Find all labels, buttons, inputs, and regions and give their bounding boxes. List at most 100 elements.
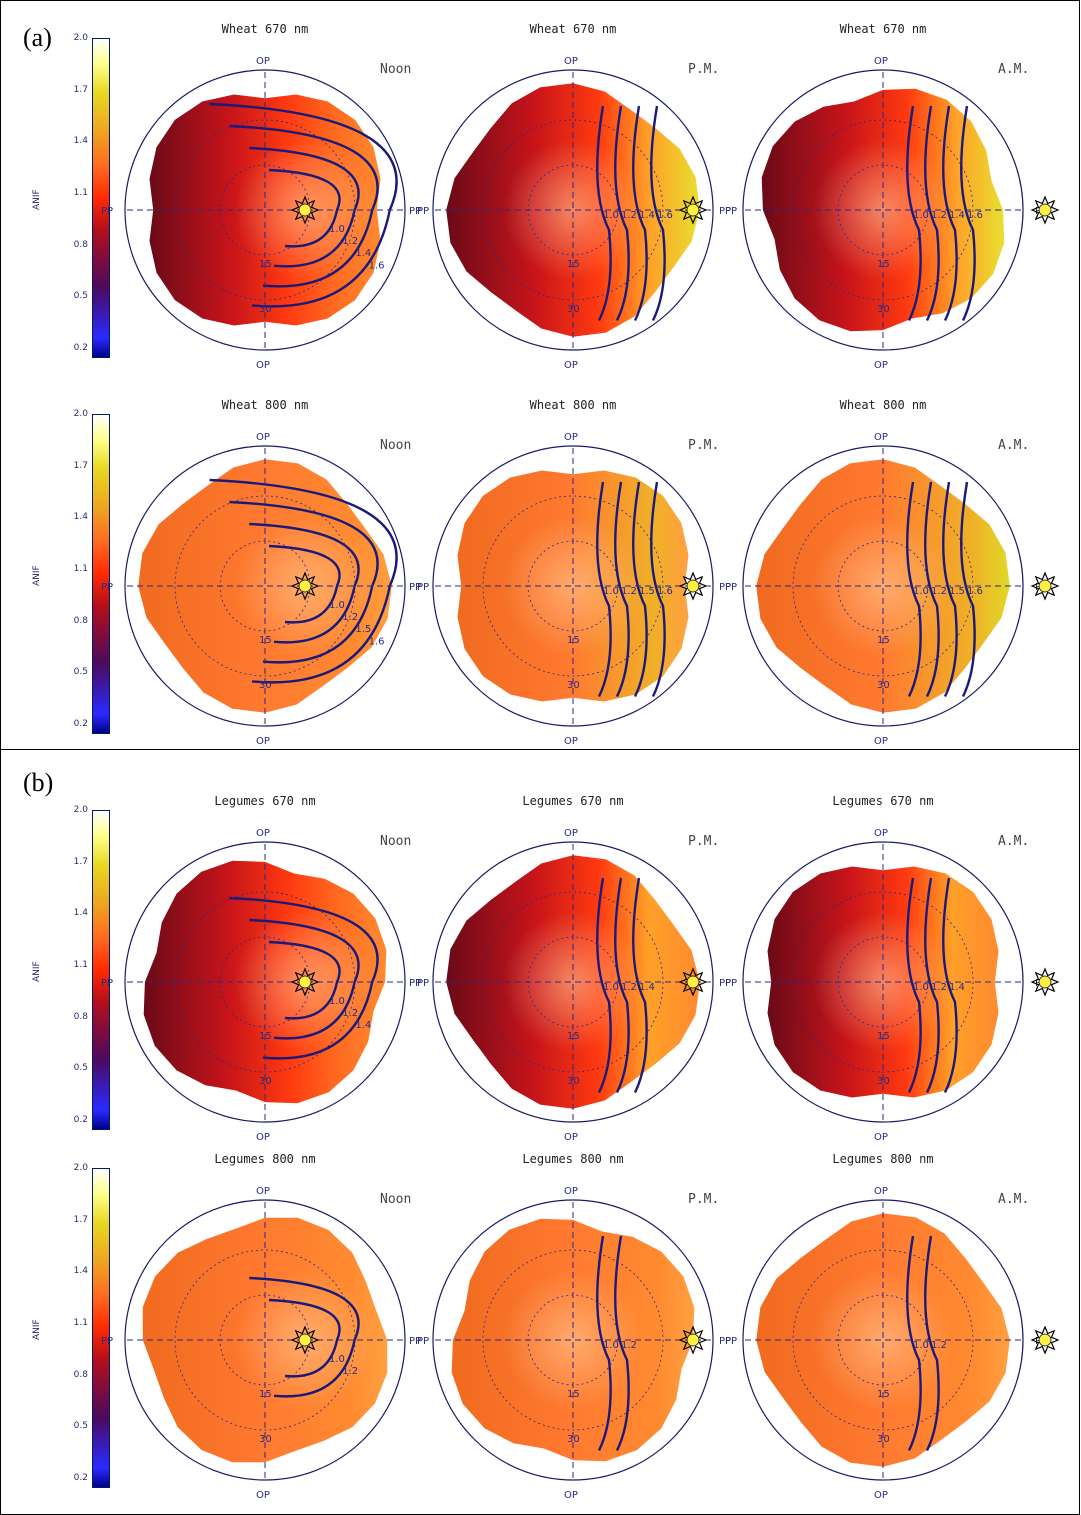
colorbar-tick: 0.8 xyxy=(73,1369,88,1380)
contour-line xyxy=(596,481,612,698)
contour-line xyxy=(596,1235,612,1452)
zenith-ring xyxy=(174,495,356,677)
time-label: A.M. xyxy=(998,438,1030,453)
contour-label: 1.2 xyxy=(931,1340,947,1351)
contour-label: 1.2 xyxy=(342,612,358,623)
ring-label: 30 xyxy=(567,1076,580,1087)
zenith-ring xyxy=(174,1249,356,1431)
contour-label: 1.2 xyxy=(621,982,637,993)
contour-line xyxy=(942,877,958,1094)
outer-circle xyxy=(124,69,406,351)
anif-glow xyxy=(813,1270,953,1410)
colorbar xyxy=(92,414,110,734)
outer-circle xyxy=(124,445,406,727)
outer-circle xyxy=(432,445,714,727)
time-label: P.M. xyxy=(688,1192,720,1207)
panel-label-a: (a) xyxy=(23,23,52,52)
anif-glow xyxy=(813,912,953,1052)
contour-label: 1.2 xyxy=(342,236,358,247)
plot-title: Legumes 670 nm xyxy=(214,794,316,808)
axis-label-bottom: OP xyxy=(874,1490,888,1501)
sun-icon xyxy=(1030,195,1060,225)
anif-glow xyxy=(503,912,643,1052)
outer-circle xyxy=(124,1199,406,1481)
anif-glow xyxy=(813,140,953,280)
contour-label: 1.4 xyxy=(949,210,965,221)
time-label: P.M. xyxy=(688,438,720,453)
zenith-ring xyxy=(792,495,974,677)
contour-line xyxy=(614,105,630,322)
zenith-ring xyxy=(792,1249,974,1431)
contour-line xyxy=(650,481,666,698)
panel-label-b: (b) xyxy=(23,768,54,797)
colorbar-tick: 1.1 xyxy=(73,1318,88,1328)
contour-line xyxy=(596,105,612,322)
colorbar xyxy=(92,1168,110,1488)
contour-label: 1.0 xyxy=(603,982,619,993)
ring-label: 30 xyxy=(567,1434,580,1445)
colorbar xyxy=(92,810,110,1130)
outer-circle xyxy=(742,1199,1024,1481)
contour-label: 1.2 xyxy=(621,586,637,597)
sun-icon xyxy=(290,1325,320,1355)
colorbar-tick: 0.2 xyxy=(73,1473,88,1483)
contour-label: 1.2 xyxy=(931,982,947,993)
time-label: P.M. xyxy=(688,834,720,849)
colorbar-tick: 1.1 xyxy=(73,960,88,970)
axis-label-bottom: OP xyxy=(256,736,270,747)
contour-label: 1.2 xyxy=(931,210,947,221)
axis-label-bottom: OP xyxy=(564,736,578,747)
colorbar-tick: 0.8 xyxy=(73,239,88,250)
sun-icon xyxy=(1030,571,1060,601)
zenith-ring xyxy=(792,119,974,301)
contour-label: 1.6 xyxy=(657,210,673,221)
ring-label: 30 xyxy=(259,1434,272,1445)
colorbar xyxy=(92,38,110,358)
axis-label-top: OP xyxy=(874,56,888,67)
axis-label-left: PP xyxy=(409,1336,421,1347)
contour-line xyxy=(249,1276,360,1398)
plot-title: Wheat 670 nm xyxy=(529,22,617,36)
axis-label-top: OP xyxy=(564,828,578,839)
colorbar-label: ANIF xyxy=(32,565,42,586)
axis-label-left: PP xyxy=(101,206,113,217)
outer-circle xyxy=(432,841,714,1123)
contour-line xyxy=(614,1235,630,1452)
colorbar-tick: 0.5 xyxy=(73,667,88,678)
colorbar-tick: 1.4 xyxy=(73,1266,88,1277)
contour-label: 1.0 xyxy=(913,1340,929,1351)
contour-line xyxy=(229,896,379,1060)
contour-label: 1.0 xyxy=(603,1340,619,1351)
contour-line xyxy=(596,877,612,1094)
plot-title: Wheat 800 nm xyxy=(529,398,617,412)
contour-line xyxy=(924,481,940,698)
polar-plot: 1.01.21.41530OPOPPPPP xyxy=(409,828,737,1143)
contour-line xyxy=(924,877,940,1094)
axis-label-bottom: OP xyxy=(874,736,888,747)
polar-plot: 1.01.21.41530OPOPPPPP xyxy=(101,828,429,1143)
sun-icon xyxy=(678,195,708,225)
contour-line xyxy=(906,877,922,1094)
axis-label-bottom: OP xyxy=(256,1490,270,1501)
time-label: P.M. xyxy=(688,62,720,77)
outer-circle xyxy=(742,841,1024,1123)
contour-label: 1.4 xyxy=(949,982,965,993)
time-label: Noon xyxy=(380,1192,412,1207)
axis-label-left: PP xyxy=(719,206,731,217)
contour-line xyxy=(632,481,648,698)
polar-plot: 1.01.21.51.61530OPOPPPPP xyxy=(719,432,1060,747)
colorbar-tick: 0.2 xyxy=(73,343,88,353)
outer-circle xyxy=(742,69,1024,351)
contour-label: 1.2 xyxy=(621,1340,637,1351)
contour-label: 1.2 xyxy=(342,1008,358,1019)
ring-label: 30 xyxy=(567,304,580,315)
colorbar-tick: 0.5 xyxy=(73,291,88,302)
polar-plot: 1.01.21.51.61530OPOPPPPP xyxy=(409,432,737,747)
sun-icon xyxy=(290,967,320,997)
contour-line xyxy=(249,522,360,644)
colorbar-tick: 2.0 xyxy=(73,33,88,43)
plot-title: Legumes 800 nm xyxy=(522,1152,624,1166)
colorbar-tick: 0.2 xyxy=(73,719,88,729)
polar-plot: 1.01.21530OPOPPPPP xyxy=(101,1186,429,1501)
axis-label-left: PP xyxy=(719,1336,731,1347)
